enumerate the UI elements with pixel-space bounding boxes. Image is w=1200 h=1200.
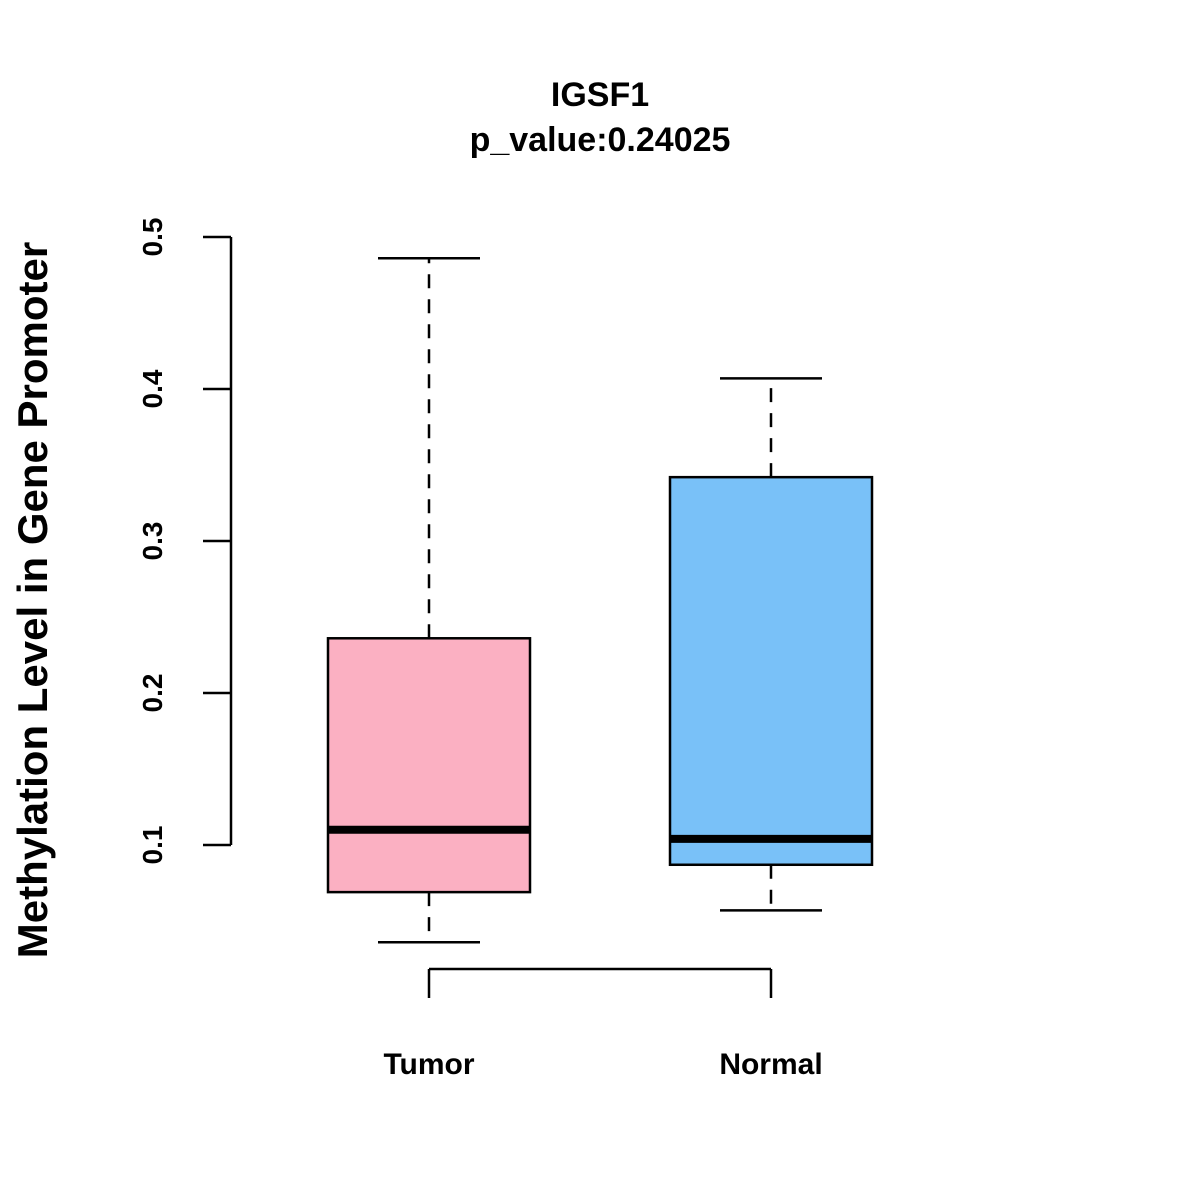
box-tumor [326, 257, 532, 944]
box-normal [668, 377, 874, 912]
y-axis-label: Methylation Level in Gene Promoter [9, 242, 56, 958]
iqr-box [668, 475, 874, 867]
y-tick-label: 0.2 [137, 674, 168, 713]
chart-subtitle: p_value:0.24025 [470, 121, 731, 159]
y-tick-label: 0.4 [137, 369, 168, 408]
chart-title: IGSF1 [551, 76, 649, 114]
y-tick-label: 0.1 [137, 826, 168, 865]
x-tick-label: Normal [719, 1048, 822, 1081]
y-axis: 0.1 0.2 0.3 0.4 0.5 [137, 218, 233, 865]
x-tick-label: Tumor [383, 1048, 474, 1081]
x-axis: Tumor Normal [383, 967, 823, 1081]
iqr-box [326, 637, 532, 894]
boxes-group [326, 257, 874, 944]
y-tick-label: 0.3 [137, 522, 168, 561]
y-tick-label: 0.5 [137, 218, 168, 257]
